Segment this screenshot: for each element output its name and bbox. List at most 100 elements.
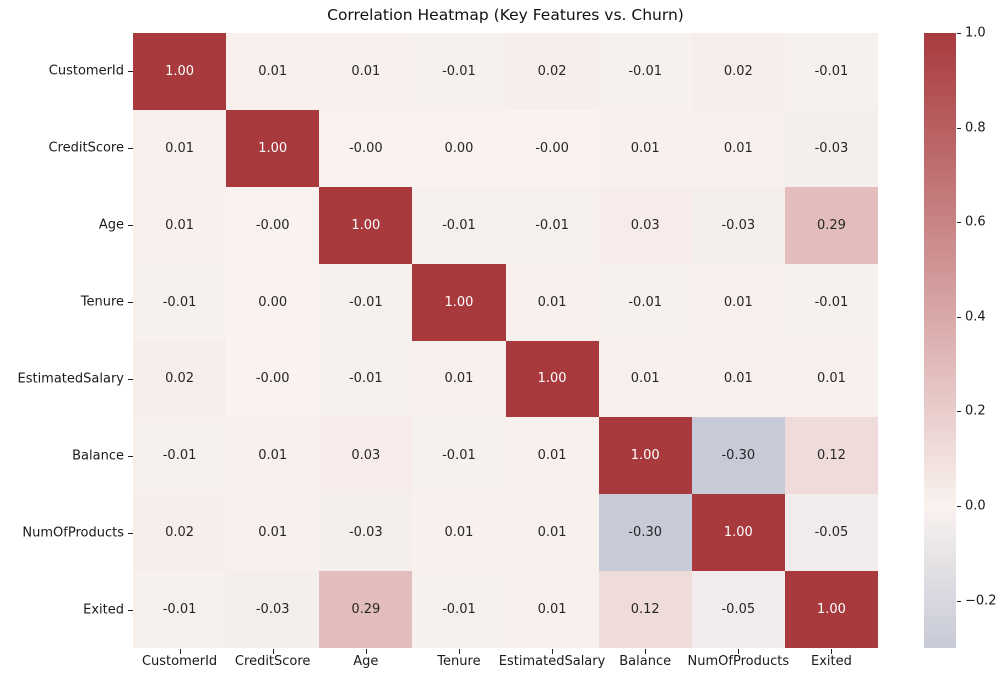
colorbar-tick-label-0.6: 0.6 <box>965 214 986 230</box>
chart-title: Correlation Heatmap (Key Features vs. Ch… <box>327 6 684 24</box>
x-tick-mark <box>272 649 274 654</box>
heatmap-cell-NumOfProducts-Tenure: 0.01 <box>412 494 506 572</box>
cell-annotation: 0.02 <box>723 63 753 79</box>
cell-annotation: 0.01 <box>630 140 660 156</box>
y-tick-mark <box>128 148 133 150</box>
cell-annotation: 1.00 <box>816 602 846 618</box>
heatmap-cell-Exited-EstimatedSalary: 0.01 <box>505 571 599 648</box>
colorbar-tick-label-0.4: 0.4 <box>965 309 986 325</box>
x-tick-label-CustomerId: CustomerId <box>141 654 218 669</box>
heatmap-cell-Exited-Balance: 0.12 <box>598 571 692 648</box>
heatmap-cell-Balance-Age: 0.03 <box>319 417 413 495</box>
cell-annotation: -0.03 <box>721 217 756 233</box>
heatmap-cell-NumOfProducts-NumOfProducts: 1.00 <box>691 494 785 572</box>
cell-annotation: -0.00 <box>255 217 290 233</box>
colorbar-tick-mark <box>957 316 961 318</box>
y-tick-label-Balance: Balance <box>72 448 124 464</box>
y-tick-mark <box>128 71 133 73</box>
heatmap-cell-CustomerId-CreditScore: 0.01 <box>226 33 320 110</box>
cell-annotation: -0.03 <box>814 140 849 156</box>
cell-annotation: 1.00 <box>444 294 474 310</box>
heatmap-cell-EstimatedSalary-NumOfProducts: 0.01 <box>691 340 785 418</box>
y-tick-mark <box>128 302 133 304</box>
colorbar <box>924 33 956 648</box>
heatmap-cell-Exited-CreditScore: -0.03 <box>226 571 320 648</box>
colorbar-tick-label-−0.2: −0.2 <box>965 593 997 609</box>
cell-annotation: 0.12 <box>816 448 846 464</box>
cell-annotation: 0.01 <box>537 294 567 310</box>
cell-annotation: 0.01 <box>444 371 474 387</box>
x-tick-mark <box>365 649 367 654</box>
heatmap-cell-CreditScore-EstimatedSalary: -0.00 <box>505 109 599 187</box>
heatmap-cell-NumOfProducts-CustomerId: 0.02 <box>133 494 227 572</box>
heatmap-cell-EstimatedSalary-Exited: 0.01 <box>784 340 878 418</box>
cell-annotation: 1.00 <box>351 217 381 233</box>
heatmap-cell-Balance-CreditScore: 0.01 <box>226 417 320 495</box>
cell-annotation: -0.01 <box>814 294 849 310</box>
heatmap-cell-Tenure-Age: -0.01 <box>319 263 413 341</box>
heatmap-cell-Tenure-NumOfProducts: 0.01 <box>691 263 785 341</box>
heatmap-cell-NumOfProducts-Age: -0.03 <box>319 494 413 572</box>
heatmap-cell-Age-CustomerId: 0.01 <box>133 186 227 264</box>
heatmap-cell-NumOfProducts-Exited: -0.05 <box>784 494 878 572</box>
cell-annotation: -0.30 <box>628 525 662 541</box>
y-tick-label-Tenure: Tenure <box>80 294 124 310</box>
cell-annotation: 1.00 <box>258 140 288 156</box>
x-tick-mark <box>179 649 181 654</box>
cell-annotation: 0.02 <box>165 525 195 541</box>
heatmap-cell-Exited-Tenure: -0.01 <box>412 571 506 648</box>
cell-annotation: 0.01 <box>258 63 288 79</box>
heatmap-cell-Tenure-Balance: -0.01 <box>598 263 692 341</box>
heatmap-cell-Age-EstimatedSalary: -0.01 <box>505 186 599 264</box>
heatmap-cell-EstimatedSalary-Age: -0.01 <box>319 340 413 418</box>
heatmap-cell-CustomerId-CustomerId: 1.00 <box>133 33 227 110</box>
heatmap-cell-Balance-Tenure: -0.01 <box>412 417 506 495</box>
colorbar-tick-label-0.0: 0.0 <box>965 498 986 514</box>
heatmap-cell-CustomerId-EstimatedSalary: 0.02 <box>505 33 599 110</box>
cell-annotation: -0.01 <box>442 448 476 464</box>
y-tick-mark <box>128 455 133 457</box>
heatmap-cell-CreditScore-Tenure: 0.00 <box>412 109 506 187</box>
cell-annotation: 0.01 <box>537 448 567 464</box>
cell-annotation: 0.01 <box>723 371 753 387</box>
cell-annotation: 0.12 <box>630 602 660 618</box>
heatmap-cell-CreditScore-CreditScore: 1.00 <box>226 109 320 187</box>
cell-annotation: -0.01 <box>535 217 569 233</box>
cell-annotation: 0.01 <box>444 525 474 541</box>
cell-annotation: 0.00 <box>444 140 474 156</box>
heatmap-cell-Age-NumOfProducts: -0.03 <box>691 186 785 264</box>
y-tick-label-EstimatedSalary: EstimatedSalary <box>17 371 124 387</box>
y-tick-label-Exited: Exited <box>83 602 124 618</box>
cell-annotation: 0.01 <box>537 525 567 541</box>
heatmap-cell-Tenure-Exited: -0.01 <box>784 263 878 341</box>
x-tick-label-NumOfProducts: NumOfProducts <box>687 654 790 669</box>
cell-annotation: -0.01 <box>442 217 476 233</box>
heatmap-cell-Balance-Exited: 0.12 <box>784 417 878 495</box>
heatmap-cell-CreditScore-NumOfProducts: 0.01 <box>691 109 785 187</box>
heatmap-cell-Balance-NumOfProducts: -0.30 <box>691 417 785 495</box>
heatmap-cell-Age-Tenure: -0.01 <box>412 186 506 264</box>
heatmap-cell-Tenure-CreditScore: 0.00 <box>226 263 320 341</box>
y-tick-mark <box>128 609 133 611</box>
cell-annotation: 0.03 <box>351 448 381 464</box>
heatmap-cell-CustomerId-Tenure: -0.01 <box>412 33 506 110</box>
colorbar-tick-mark <box>957 127 961 129</box>
cell-annotation: 0.01 <box>723 140 753 156</box>
cell-annotation: 0.01 <box>630 371 660 387</box>
x-tick-label-EstimatedSalary: EstimatedSalary <box>498 654 606 669</box>
cell-annotation: 0.01 <box>258 525 288 541</box>
x-tick-mark <box>831 649 833 654</box>
cell-annotation: -0.30 <box>721 448 756 464</box>
heatmap-cell-NumOfProducts-EstimatedSalary: 0.01 <box>505 494 599 572</box>
cell-annotation: 1.00 <box>537 371 567 387</box>
cell-annotation: 0.00 <box>258 294 288 310</box>
heatmap-cell-CreditScore-Exited: -0.03 <box>784 109 878 187</box>
heatmap-grid: 1.00 0.01 0.01 -0.01 0.02 -0.01 0.02 -0.01 0.01 1… <box>133 33 878 648</box>
x-tick-mark <box>458 649 460 654</box>
cell-annotation: -0.01 <box>348 371 383 387</box>
heatmap-cell-Age-Age: 1.00 <box>319 186 413 264</box>
x-tick-label-Balance: Balance <box>619 654 672 669</box>
heatmap-cell-Age-Exited: 0.29 <box>784 186 878 264</box>
heatmap-cell-Exited-NumOfProducts: -0.05 <box>691 571 785 648</box>
